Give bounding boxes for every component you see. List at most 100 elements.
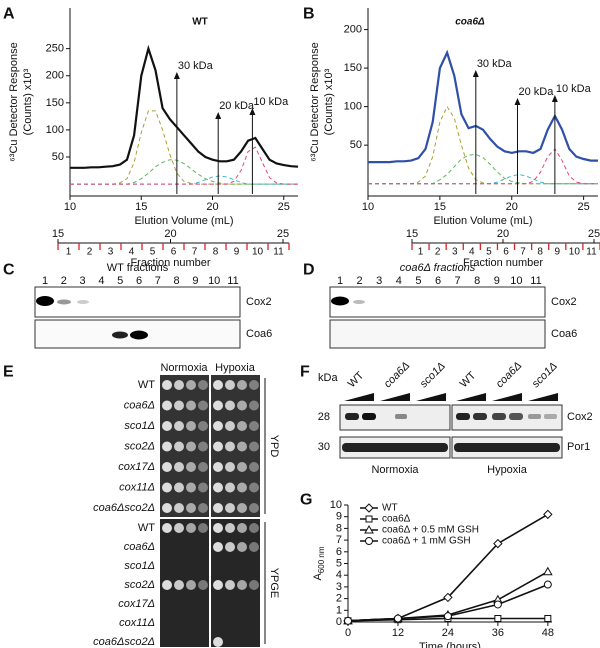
x-tick-label: 24 <box>442 627 454 639</box>
band <box>342 443 448 452</box>
blot-d-bands <box>329 286 546 349</box>
legend-marker <box>364 503 374 513</box>
blot-box <box>451 404 563 431</box>
series-line <box>70 175 298 185</box>
ruler-label: 15 <box>52 228 64 240</box>
strain-label: cox11Δ <box>119 617 155 629</box>
yeast-spot <box>198 580 208 590</box>
yeast-spot <box>225 523 235 533</box>
marker-size: 30 <box>318 441 330 453</box>
legend-label: WT <box>382 503 398 514</box>
legend-label: coa6Δ + 0.5 mM GSH <box>382 525 479 536</box>
series-line <box>368 148 598 185</box>
strain-label: cox17Δ <box>118 461 155 473</box>
yeast-spot <box>162 400 172 411</box>
x-axis-label: Time (hours) <box>419 641 481 648</box>
yeast-spot <box>249 580 259 590</box>
yeast-spot <box>162 523 172 533</box>
yeast-spot <box>186 462 196 472</box>
fraction-number: 8 <box>213 247 219 258</box>
marker <box>542 566 553 576</box>
strain-label: WT <box>138 522 155 534</box>
row-label: Cox2 <box>551 296 577 308</box>
row-label: Cox2 <box>246 296 272 308</box>
legend-marker <box>365 515 373 523</box>
yeast-spot <box>225 380 235 390</box>
yeast-spot <box>174 482 184 493</box>
yeast-spot <box>198 482 208 493</box>
fraction-number: 4 <box>469 247 475 258</box>
strain-label: sco1Δ <box>124 420 155 432</box>
load-wedge <box>528 393 558 401</box>
yeast-spot <box>198 503 208 513</box>
lane-number: 10 <box>510 275 522 287</box>
yeast-spot <box>198 421 208 431</box>
series-line <box>368 173 598 185</box>
yeast-spot <box>225 503 235 513</box>
y-axis-label: (Counts) x10³ <box>22 68 34 135</box>
yeast-spot <box>249 421 259 431</box>
yeast-spot <box>174 380 184 390</box>
y-tick-label: 5 <box>336 558 342 570</box>
yeast-spot <box>237 462 247 472</box>
lane-number: 10 <box>208 275 220 287</box>
x-tick-label: 25 <box>278 201 290 213</box>
yeast-spot <box>162 462 172 472</box>
row-label: Coa6 <box>246 328 272 340</box>
legend-label: coa6Δ <box>382 514 411 525</box>
fraction-number: 1 <box>418 247 424 258</box>
marker <box>493 600 502 609</box>
x-tick-label: 12 <box>392 627 404 639</box>
yeast-spot <box>198 462 208 472</box>
medium-label: YPGE <box>268 568 280 599</box>
yeast-spot <box>213 542 223 552</box>
x-tick-label: 20 <box>206 201 218 213</box>
yeast-spot <box>174 580 184 590</box>
fraction-number: 6 <box>503 247 509 258</box>
strain-label: WT <box>138 379 155 391</box>
yeast-spot <box>249 523 259 533</box>
arrow-head <box>249 108 256 115</box>
gel-box <box>329 286 546 318</box>
y-tick-label: 0 <box>336 616 342 628</box>
series-line <box>70 159 298 185</box>
yeast-spot <box>213 580 223 590</box>
yeast-spot <box>237 503 247 513</box>
lane-number: 11 <box>227 275 238 287</box>
band <box>456 413 470 420</box>
panel-label: D <box>303 262 315 279</box>
marker <box>494 614 502 622</box>
chart-title: coa6Δ <box>455 17 485 28</box>
fraction-number: 5 <box>150 247 156 258</box>
yeast-spot <box>249 503 259 513</box>
condition-label: Normoxia <box>160 362 208 374</box>
yeast-spot <box>186 523 196 533</box>
yeast-spot <box>213 523 223 533</box>
yeast-spot <box>174 421 184 431</box>
y-tick-label: 50 <box>52 151 64 163</box>
ruler-label: 25 <box>277 228 289 240</box>
band <box>473 413 487 420</box>
yeast-spot <box>162 580 172 590</box>
marker <box>543 580 552 589</box>
standard-label: 30 kDa <box>178 60 214 72</box>
band <box>454 443 560 452</box>
yeast-spot <box>186 380 196 390</box>
lane-number: 3 <box>376 275 382 287</box>
western-blot <box>339 404 563 459</box>
yeast-spot <box>225 482 235 493</box>
yeast-spot <box>198 400 208 411</box>
fraction-number: 3 <box>452 247 458 258</box>
lane-number: 2 <box>357 275 363 287</box>
panel-label: A <box>3 6 15 23</box>
fraction-number: 7 <box>192 247 198 258</box>
marker <box>543 509 553 520</box>
blot-title: coa6Δ fractions <box>400 262 476 274</box>
band <box>36 296 54 306</box>
yeast-spot <box>213 441 223 452</box>
marker-size: 28 <box>318 411 330 423</box>
x-tick-label: 36 <box>492 627 504 639</box>
standard-label: 10 kDa <box>556 83 592 95</box>
yeast-spot <box>237 523 247 533</box>
band <box>509 413 523 420</box>
